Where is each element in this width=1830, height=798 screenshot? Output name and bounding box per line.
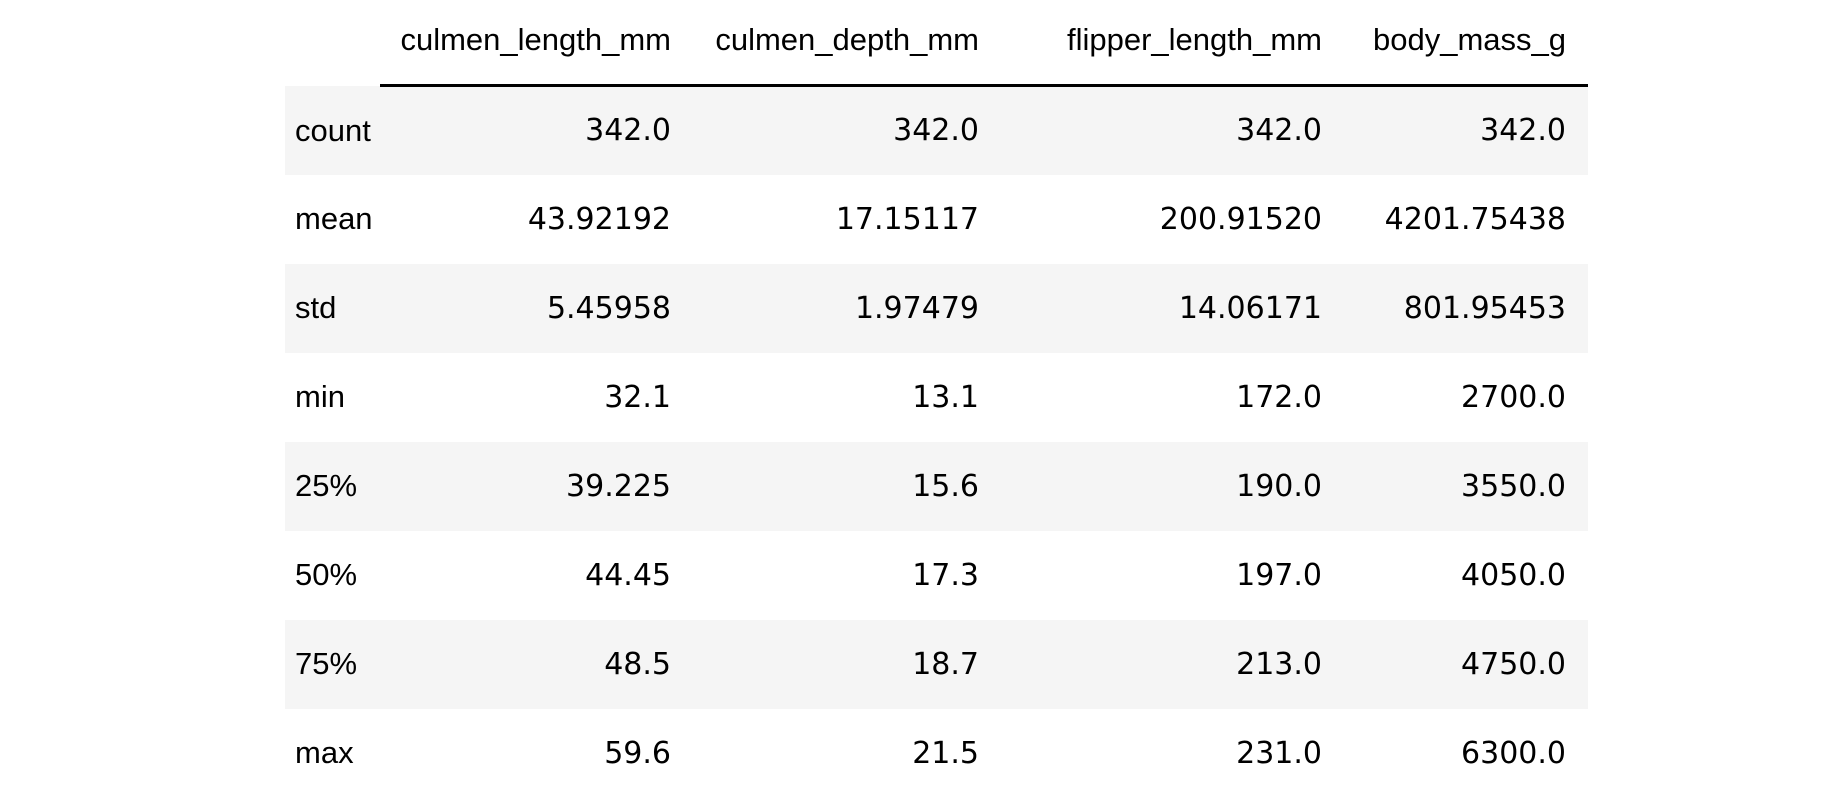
table-row: 75% 48.5 18.7 213.0 4750.0 — [285, 619, 1588, 709]
table-cell: 801.95453 — [1403, 290, 1566, 326]
row-label: std — [295, 290, 337, 325]
table-cell: 44.45 — [585, 557, 671, 593]
table-cell: 17.15117 — [835, 201, 979, 237]
table-row: std 5.45958 1.97479 14.06171 801.95453 — [285, 263, 1588, 353]
table-cell: 3550.0 — [1461, 468, 1566, 504]
table-cell: 21.5 — [912, 735, 979, 771]
table-cell: 39.225 — [566, 468, 671, 504]
row-label: 25% — [295, 468, 358, 503]
table-cell: 4750.0 — [1461, 646, 1566, 682]
header-row: culmen_length_mm culmen_depth_mm flipper… — [285, 0, 1588, 87]
table-cell: 43.92192 — [527, 201, 671, 237]
row-label: max — [295, 735, 354, 770]
column-header-flipper-length: flipper_length_mm — [1001, 0, 1344, 87]
table-cell: 213.0 — [1236, 646, 1322, 682]
table-cell: 5.45958 — [546, 290, 671, 326]
row-label: min — [295, 379, 345, 414]
table-cell: 18.7 — [912, 646, 979, 682]
index-header-corner — [285, 0, 380, 86]
table-row: mean 43.92192 17.15117 200.91520 4201.75… — [285, 174, 1588, 264]
table-row: 50% 44.45 17.3 197.0 4050.0 — [285, 530, 1588, 620]
table-cell: 6300.0 — [1461, 735, 1566, 771]
table-row: count 342.0 342.0 342.0 342.0 — [285, 85, 1588, 175]
table-cell: 2700.0 — [1461, 379, 1566, 415]
row-label: count — [295, 112, 371, 148]
table-cell: 190.0 — [1236, 468, 1322, 504]
table-row: max 59.6 21.5 231.0 6300.0 — [285, 708, 1588, 798]
row-label: 50% — [295, 557, 358, 592]
table-cell: 4050.0 — [1461, 557, 1566, 593]
column-header-culmen-length: culmen_length_mm — [380, 0, 693, 87]
row-label: 75% — [295, 646, 358, 681]
table-cell: 4201.75438 — [1384, 201, 1566, 237]
table-cell: 17.3 — [912, 557, 979, 593]
table-cell: 342.0 — [1236, 113, 1322, 149]
describe-table-container: culmen_length_mm culmen_depth_mm flipper… — [285, 0, 1588, 798]
table-cell: 48.5 — [604, 646, 671, 682]
table-cell: 13.1 — [912, 379, 979, 415]
table-cell: 200.91520 — [1159, 201, 1322, 237]
table-cell: 14.06171 — [1178, 290, 1322, 326]
column-header-body-mass: body_mass_g — [1344, 0, 1588, 87]
table-cell: 342.0 — [893, 113, 979, 149]
table-cell: 342.0 — [585, 113, 671, 149]
table-body: count 342.0 342.0 342.0 342.0 mean 43.92… — [285, 85, 1588, 798]
table-cell: 15.6 — [912, 468, 979, 504]
table-cell: 32.1 — [604, 379, 671, 415]
column-header-culmen-depth: culmen_depth_mm — [693, 0, 1001, 87]
table-cell: 231.0 — [1236, 735, 1322, 771]
table-cell: 197.0 — [1236, 557, 1322, 593]
table-cell: 1.97479 — [854, 290, 979, 326]
summary-statistics-table: culmen_length_mm culmen_depth_mm flipper… — [285, 0, 1588, 798]
table-cell: 172.0 — [1236, 379, 1322, 415]
table-row: min 32.1 13.1 172.0 2700.0 — [285, 352, 1588, 442]
table-row: 25% 39.225 15.6 190.0 3550.0 — [285, 441, 1588, 531]
row-label: mean — [295, 201, 373, 236]
table-cell: 59.6 — [604, 735, 671, 771]
table-header: culmen_length_mm culmen_depth_mm flipper… — [285, 0, 1588, 87]
table-cell: 342.0 — [1480, 113, 1566, 149]
